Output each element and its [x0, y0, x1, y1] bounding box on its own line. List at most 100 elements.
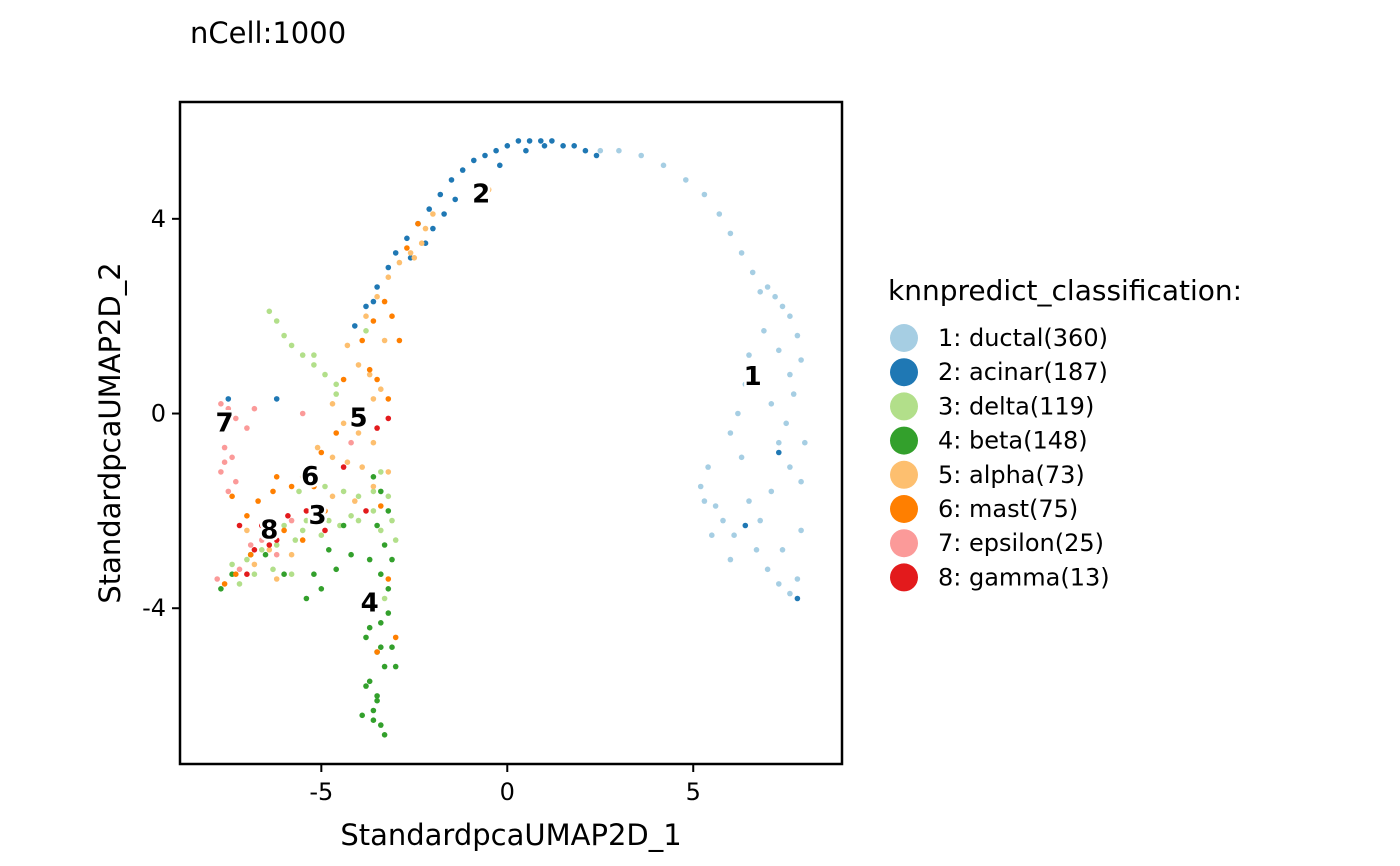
point-cluster-1 [731, 532, 737, 538]
point-cluster-2 [426, 206, 433, 212]
point-cluster-1 [735, 410, 741, 417]
point-cluster-2 [794, 595, 801, 602]
point-cluster-4 [389, 644, 395, 650]
point-cluster-3 [355, 517, 362, 524]
point-cluster-1 [638, 152, 644, 159]
point-cluster-2 [571, 143, 577, 149]
point-cluster-1 [738, 250, 745, 256]
point-cluster-3 [326, 517, 332, 524]
point-cluster-5 [381, 337, 388, 344]
point-cluster-4 [363, 683, 369, 689]
point-cluster-2 [742, 522, 749, 529]
point-cluster-6 [318, 449, 325, 456]
cluster-label-7: 7 [216, 408, 234, 438]
point-cluster-1 [794, 576, 801, 582]
cluster-labels-layer: 1 2 3 4 56 7 8 [213, 177, 764, 621]
point-cluster-1 [764, 566, 771, 573]
point-cluster-4 [385, 610, 392, 616]
point-cluster-2 [582, 147, 589, 154]
point-cluster-7 [225, 488, 232, 495]
point-cluster-3 [381, 595, 388, 602]
point-cluster-6 [333, 430, 340, 436]
point-cluster-2 [352, 323, 358, 329]
point-cluster-3 [322, 483, 328, 490]
point-cluster-3 [378, 527, 384, 534]
point-cluster-3 [236, 581, 243, 587]
point-cluster-6 [374, 376, 380, 383]
point-cluster-4 [363, 634, 369, 641]
legend-label-3: 3: delta(119) [938, 392, 1094, 420]
point-cluster-2 [370, 298, 377, 305]
point-cluster-8 [285, 513, 291, 519]
point-cluster-7 [251, 405, 258, 412]
point-cluster-5 [418, 240, 425, 246]
cluster-label-5: 5 [349, 403, 367, 433]
point-cluster-5 [378, 386, 384, 393]
point-cluster-2 [776, 449, 782, 456]
point-cluster-3 [288, 571, 295, 577]
point-cluster-2 [273, 396, 280, 402]
y-tick-label: 4 [151, 205, 166, 233]
point-cluster-4 [281, 571, 287, 577]
point-cluster-7 [288, 517, 295, 524]
point-cluster-6 [273, 474, 280, 480]
point-cluster-4 [366, 624, 373, 631]
point-cluster-3 [322, 371, 328, 378]
point-cluster-3 [229, 561, 235, 568]
chart-title: nCell:1000 [190, 16, 346, 50]
legend-swatch-5 [890, 460, 918, 489]
point-cluster-1 [738, 454, 745, 461]
point-cluster-6 [392, 634, 399, 641]
point-cluster-3 [251, 571, 258, 577]
point-cluster-1 [787, 464, 793, 470]
point-cluster-8 [340, 464, 347, 470]
point-cluster-4 [385, 586, 392, 592]
point-cluster-8 [244, 571, 250, 577]
point-cluster-3 [363, 328, 369, 334]
point-cluster-7 [233, 415, 239, 422]
y-axis-title: StandardpcaUMAP2D_2 [93, 262, 127, 603]
point-cluster-7 [214, 576, 220, 582]
point-cluster-4 [366, 556, 373, 563]
point-cluster-1 [768, 401, 775, 407]
point-cluster-7 [221, 444, 228, 451]
point-cluster-5 [366, 371, 373, 378]
point-cluster-6 [233, 571, 239, 577]
point-cluster-1 [753, 547, 760, 553]
point-cluster-3 [296, 488, 302, 495]
point-cluster-2 [448, 177, 455, 183]
point-cluster-1 [712, 503, 719, 509]
point-cluster-1 [790, 391, 797, 397]
point-cluster-3 [392, 537, 399, 543]
point-cluster-5 [344, 342, 351, 349]
point-cluster-3 [311, 352, 317, 358]
point-cluster-4 [381, 542, 388, 548]
point-cluster-6 [281, 527, 287, 534]
point-cluster-6 [311, 483, 317, 490]
point-cluster-3 [259, 547, 265, 553]
point-cluster-8 [259, 522, 265, 529]
point-cluster-2 [538, 138, 544, 144]
cluster-label-4: 4 [361, 588, 379, 618]
point-cluster-3 [281, 332, 287, 339]
point-cluster-6 [370, 318, 377, 324]
point-cluster-5 [407, 250, 414, 256]
point-cluster-4 [370, 717, 377, 723]
legend-swatch-7 [890, 529, 918, 558]
point-cluster-2 [549, 138, 555, 144]
point-cluster-5 [314, 444, 321, 451]
point-cluster-1 [776, 581, 782, 587]
point-cluster-8 [251, 547, 258, 553]
point-cluster-2 [497, 162, 503, 169]
point-cluster-4 [262, 551, 269, 558]
point-cluster-7 [233, 478, 239, 485]
point-cluster-4 [318, 586, 325, 592]
point-cluster-7 [259, 537, 265, 543]
point-cluster-5 [411, 254, 418, 261]
point-cluster-5 [329, 454, 336, 461]
point-cluster-1 [794, 332, 801, 339]
point-cluster-5 [422, 225, 429, 232]
legend: knnpredict_classification: 1: ductal(360… [888, 274, 1242, 592]
point-cluster-1 [746, 498, 752, 504]
point-cluster-5 [363, 313, 369, 320]
